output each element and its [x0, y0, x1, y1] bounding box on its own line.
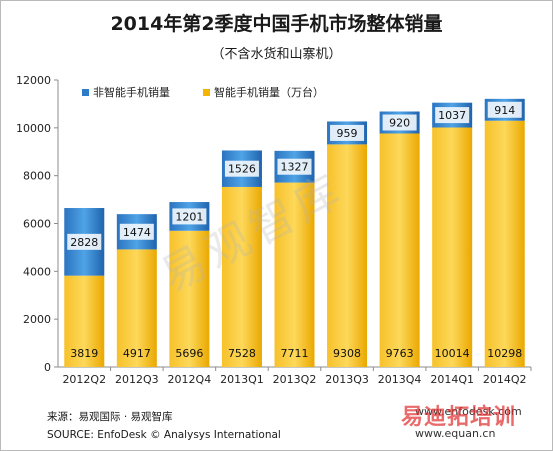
bar-smartphone — [379, 133, 420, 367]
data-label-box — [277, 158, 312, 175]
x-tick-label: 2014Q2 — [483, 373, 527, 386]
data-label-smartphone: 4917 — [123, 347, 151, 360]
data-label-smartphone: 10298 — [487, 347, 522, 360]
x-tick-label: 2013Q3 — [325, 373, 369, 386]
x-tick-label: 2013Q2 — [273, 373, 317, 386]
y-tick-label: 10000 — [16, 122, 51, 135]
bar-smartphone — [327, 144, 368, 367]
bar-smartphone — [274, 182, 315, 367]
bar-smartphone — [432, 127, 473, 367]
y-tick-label: 4000 — [23, 265, 51, 278]
x-tick-label: 2014Q1 — [430, 373, 474, 386]
bars: 3819 2828 4917 1474 5696 1201 7528 1526 7711 1327… — [64, 98, 525, 367]
data-label-box — [172, 208, 207, 225]
x-tick-label: 2012Q3 — [115, 373, 159, 386]
data-label-box — [330, 124, 365, 141]
source-en: SOURCE: EnfoDesk © Analysys Internationa… — [47, 429, 281, 441]
bar-smartphone — [64, 275, 105, 367]
watermark-brand: 易迪拓培训 — [401, 405, 517, 430]
x-tick-label: 2012Q4 — [168, 373, 212, 386]
data-label-smartphone: 7711 — [281, 347, 309, 360]
data-label-smartphone: 9308 — [333, 347, 361, 360]
source-cn: 来源：易观国际 · 易观智库 — [47, 411, 173, 423]
y-tick-label: 6000 — [23, 218, 51, 231]
data-label-smartphone: 9763 — [386, 347, 414, 360]
data-label-feature-phone: 920 — [389, 116, 410, 129]
data-label-box — [435, 107, 470, 124]
watermark-site-enfodesk: www.enfodesk.com — [415, 405, 522, 418]
legend-swatch-smartphone — [203, 89, 210, 96]
bar-smartphone — [221, 186, 262, 367]
x-tick-label: 2013Q4 — [378, 373, 422, 386]
data-label-smartphone: 5696 — [175, 347, 203, 360]
data-label-smartphone: 7528 — [228, 347, 256, 360]
data-label-smartphone: 3819 — [70, 347, 98, 360]
data-label-box — [67, 233, 102, 250]
x-tick-label: 2012Q2 — [62, 373, 106, 386]
data-label-feature-phone: 914 — [494, 104, 515, 117]
legend-label-smartphone: 智能手机销量（万台） — [214, 85, 324, 99]
chart-subtitle: （不含水货和山寨机） — [211, 47, 342, 62]
data-label-box — [487, 101, 522, 118]
data-label-feature-phone: 1037 — [438, 109, 466, 122]
y-tick-label: 2000 — [23, 313, 51, 326]
data-label-feature-phone: 2828 — [70, 236, 98, 249]
legend-swatch-feature-phone — [82, 89, 89, 96]
data-label-feature-phone: 959 — [337, 127, 358, 140]
data-label-smartphone: 10014 — [435, 347, 470, 360]
x-tick-label: 2013Q1 — [220, 373, 264, 386]
y-tick-label: 8000 — [23, 170, 51, 183]
chart-title: 2014年第2季度中国手机市场整体销量 — [110, 13, 443, 35]
legend-label-feature-phone: 非智能手机销量 — [93, 85, 170, 99]
data-label-feature-phone: 1526 — [228, 163, 256, 176]
bar-smartphone — [484, 120, 525, 367]
data-label-feature-phone: 1474 — [123, 226, 151, 239]
bar-smartphone — [116, 249, 157, 367]
data-label-feature-phone: 1201 — [175, 210, 203, 223]
watermark-site-equan: www.equan.cn — [415, 427, 496, 440]
data-label-box — [119, 223, 154, 240]
legend: 非智能手机销量 智能手机销量（万台） — [82, 85, 324, 99]
data-label-box — [382, 114, 417, 131]
y-tick-label: 0 — [44, 361, 51, 374]
bar-smartphone — [169, 230, 210, 367]
y-tick-label: 12000 — [16, 74, 51, 87]
data-label-feature-phone: 1327 — [281, 161, 309, 174]
data-label-box — [224, 160, 259, 177]
